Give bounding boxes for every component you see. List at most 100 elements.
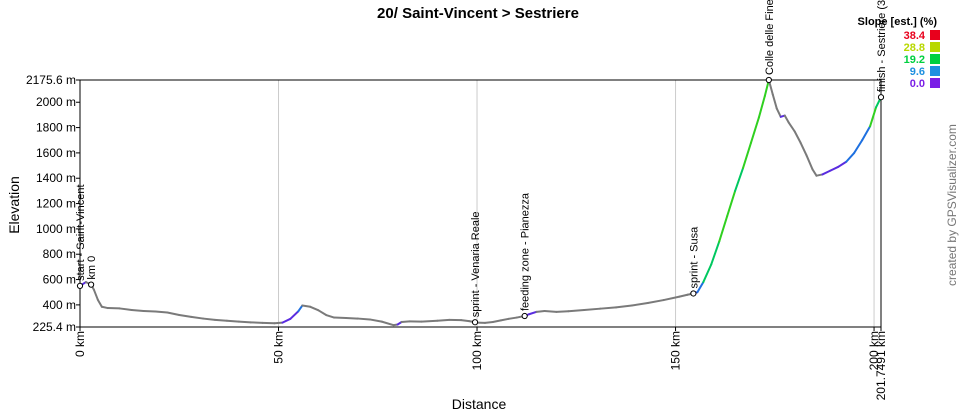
profile-segment bbox=[400, 320, 411, 323]
profile-segment bbox=[96, 298, 103, 308]
profile-segment bbox=[301, 304, 312, 308]
x-tick-label: 201.7491 km bbox=[874, 331, 888, 400]
profile-segment bbox=[775, 107, 782, 118]
profile-segment bbox=[829, 165, 840, 172]
legend-value: 9.6 bbox=[910, 66, 925, 78]
profile-segment bbox=[325, 314, 336, 319]
profile-segment bbox=[420, 319, 439, 323]
profile-segment bbox=[696, 281, 705, 294]
legend-swatch bbox=[930, 54, 940, 64]
profile-segment bbox=[249, 321, 264, 324]
profile-segment bbox=[662, 295, 681, 302]
x-axis-label: Distance bbox=[452, 396, 507, 410]
waypoint-marker bbox=[88, 281, 95, 288]
y-tick-label: 800 m bbox=[43, 247, 76, 261]
waypoint-label: sprint - Susa bbox=[688, 226, 700, 289]
profile-segment bbox=[491, 319, 502, 323]
profile-segment bbox=[821, 169, 832, 176]
profile-segment bbox=[345, 317, 359, 320]
waypoint-label: km 0 bbox=[86, 256, 98, 280]
legend-value: 28.8 bbox=[904, 42, 925, 54]
legend-swatch bbox=[930, 42, 940, 52]
profile-segment bbox=[710, 240, 721, 266]
waypoint-label: Colle delle Finestre bbox=[764, 0, 776, 75]
profile-segment bbox=[297, 304, 304, 313]
profile-segment bbox=[811, 168, 818, 177]
y-tick-label: 1200 m bbox=[36, 197, 76, 211]
profile-segment bbox=[793, 130, 802, 144]
profile-segment bbox=[92, 288, 99, 301]
profile-segment bbox=[460, 319, 471, 323]
profile-segment bbox=[436, 318, 451, 322]
x-tick-label: 0 km bbox=[73, 331, 87, 357]
profile-segment bbox=[273, 321, 284, 325]
profile-segment bbox=[213, 318, 228, 322]
profile-segment bbox=[535, 309, 546, 313]
profile-segment bbox=[742, 141, 752, 170]
waypoint-marker bbox=[521, 312, 528, 320]
profile-segment bbox=[861, 125, 872, 142]
legend-value: 19.2 bbox=[904, 54, 925, 66]
x-tick-label: 50 km bbox=[272, 331, 286, 364]
legend-value: 38.4 bbox=[904, 30, 926, 42]
profile-segment bbox=[289, 310, 300, 320]
credit-text: created by GPSVisualizer.com bbox=[945, 124, 959, 286]
waypoint-marker bbox=[471, 319, 479, 326]
profile-segment bbox=[333, 316, 348, 320]
waypoint-marker bbox=[690, 290, 697, 297]
profile-segment bbox=[614, 304, 633, 309]
profile-segment bbox=[368, 318, 383, 323]
profile-segment bbox=[805, 154, 814, 171]
profile-segment bbox=[281, 317, 292, 324]
x-tick-label: 100 km bbox=[470, 331, 484, 370]
y-axis-ticks: 225.4 m 400 m 600 m 800 m 1000 m 1200 m 1400 m… bbox=[26, 73, 80, 334]
profile-segment bbox=[749, 116, 760, 144]
profile-segment bbox=[567, 308, 586, 313]
profile-segment bbox=[630, 301, 649, 307]
profile-segment bbox=[483, 320, 494, 324]
profile-segment bbox=[837, 160, 848, 168]
y-tick-label: 225.4 m bbox=[33, 320, 76, 334]
slope-legend: Slope [est.] (%) 38.428.819.29.60.0 bbox=[858, 16, 940, 90]
chart-title: 20/ Saint-Vincent > Sestriere bbox=[377, 5, 579, 22]
profile-segment bbox=[771, 93, 778, 110]
profile-segment bbox=[154, 310, 169, 314]
profile-segment bbox=[190, 315, 205, 320]
legend-value: 0.0 bbox=[910, 78, 925, 90]
elevation-profile bbox=[79, 79, 882, 327]
profile-segment bbox=[309, 305, 320, 312]
y-tick-label: 2175.6 m bbox=[26, 73, 76, 87]
profile-segment bbox=[118, 307, 133, 311]
y-tick-label: 400 m bbox=[43, 298, 76, 312]
waypoint-label: finish - Sestriere (3 bbox=[876, 0, 888, 92]
profile-segment bbox=[527, 310, 538, 316]
x-tick-label: 200 km bbox=[867, 331, 881, 370]
plot-frame bbox=[79, 79, 882, 328]
legend-swatch bbox=[930, 78, 940, 88]
profile-segment bbox=[317, 309, 328, 317]
profile-segment bbox=[166, 311, 181, 317]
profile-segment bbox=[543, 309, 558, 313]
waypoint-label: feeding zone - Pianezza bbox=[520, 192, 532, 311]
profile-segment bbox=[815, 173, 824, 177]
profile-segment bbox=[853, 139, 864, 154]
profile-segment bbox=[678, 293, 689, 298]
profile-segment bbox=[555, 310, 570, 313]
profile-segment bbox=[783, 114, 790, 124]
profile-segment bbox=[225, 319, 240, 323]
y-tick-label: 1400 m bbox=[36, 171, 76, 185]
profile-segment bbox=[799, 141, 808, 157]
profile-segment bbox=[702, 263, 713, 284]
y-tick-label: 600 m bbox=[43, 273, 76, 287]
profile-segment bbox=[869, 106, 878, 128]
y-axis-label: Elevation bbox=[6, 176, 22, 234]
profile-segment bbox=[356, 317, 371, 321]
waypoint-label: sprint - Venaria Reale bbox=[470, 211, 482, 317]
profile-segment bbox=[100, 305, 109, 310]
legend-swatch bbox=[930, 66, 940, 76]
profile-segment bbox=[499, 317, 510, 322]
profile-segment bbox=[787, 121, 796, 133]
profile-segment bbox=[178, 314, 193, 318]
waypoints: start - Saint-Vincent km 0 sprint - Venari… bbox=[75, 0, 888, 326]
